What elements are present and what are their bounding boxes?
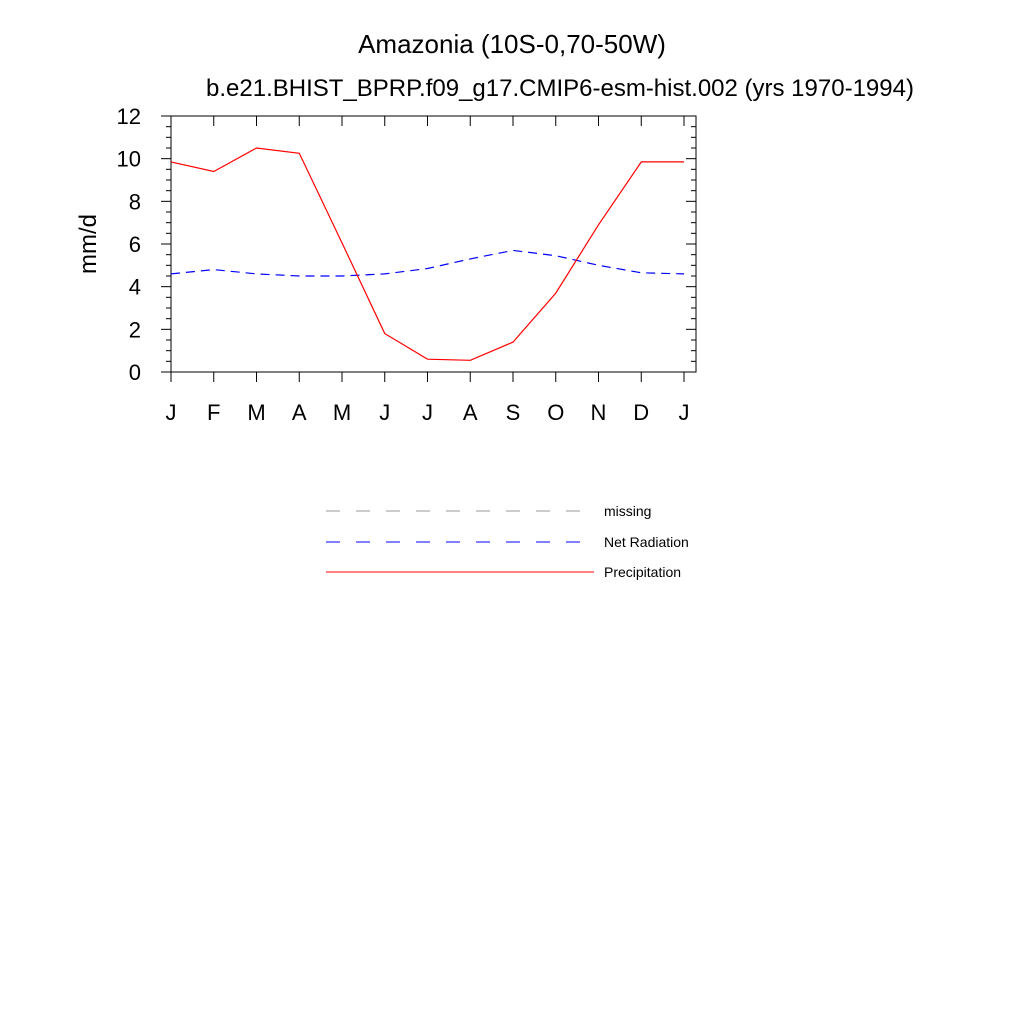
y-tick-label: 6 xyxy=(129,232,141,257)
plot-frame xyxy=(170,115,697,373)
series-line-precipitation xyxy=(170,147,684,361)
y-tick-label: 12 xyxy=(117,104,141,129)
legend-label-precipitation: Precipitation xyxy=(604,564,681,580)
x-tick-label: O xyxy=(547,400,564,425)
chart-title: Amazonia (10S-0,70-50W) xyxy=(358,29,666,59)
x-tick-label: J xyxy=(166,400,177,425)
y-tick-label: 2 xyxy=(129,317,141,342)
legend-label-net-radiation: Net Radiation xyxy=(604,534,689,550)
x-tick-label: A xyxy=(292,400,307,425)
legend-label-missing: missing xyxy=(604,503,651,519)
y-tick-label: 4 xyxy=(129,275,141,300)
x-tick-label: S xyxy=(506,400,521,425)
x-tick-label: J xyxy=(379,400,390,425)
x-tick-label: D xyxy=(633,400,649,425)
y-tick-label: 8 xyxy=(129,189,141,214)
x-tick-label: J xyxy=(422,400,433,425)
y-axis-label: mm/d xyxy=(75,214,102,274)
series-line-net-radiation xyxy=(170,249,685,277)
x-tick-label: N xyxy=(591,400,607,425)
x-tick-label: F xyxy=(207,400,220,425)
legend: missing Net Radiation Precipitation xyxy=(326,503,689,580)
x-tick-label: M xyxy=(333,400,351,425)
y-tick-label: 0 xyxy=(129,360,141,385)
x-tick-label: M xyxy=(247,400,265,425)
plot-area: 0 2 4 6 8 10 12 J F M A M J J A S O N D J xyxy=(117,104,697,425)
x-tick-label: A xyxy=(463,400,478,425)
chart-subtitle: b.e21.BHIST_BPRP.f09_g17.CMIP6-esm-hist.… xyxy=(206,75,914,102)
y-tick-label: 10 xyxy=(117,147,141,172)
x-tick-label: J xyxy=(679,400,690,425)
